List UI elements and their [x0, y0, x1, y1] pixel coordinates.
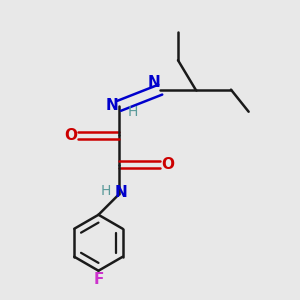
Text: F: F	[93, 272, 104, 287]
Text: H: H	[127, 105, 137, 119]
Text: H: H	[100, 184, 111, 198]
Text: N: N	[105, 98, 118, 113]
Text: N: N	[114, 185, 127, 200]
Text: O: O	[64, 128, 77, 143]
Text: O: O	[161, 157, 174, 172]
Text: N: N	[148, 75, 161, 90]
